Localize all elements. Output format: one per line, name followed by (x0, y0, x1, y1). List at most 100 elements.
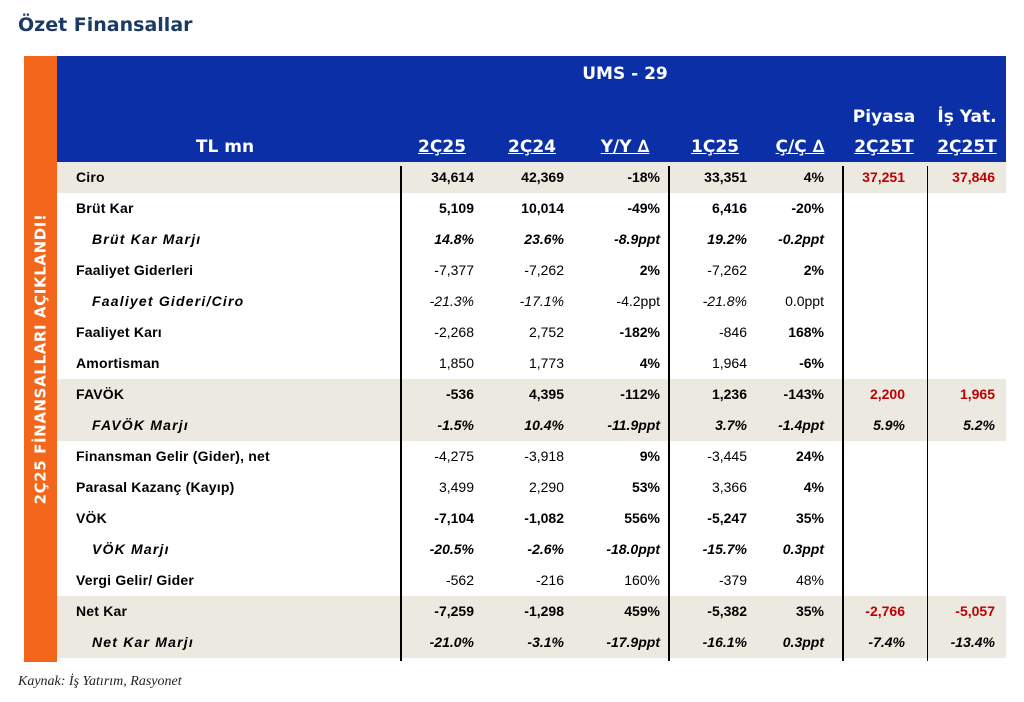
row-value: 35% (795, 603, 824, 619)
table-row: Vergi Gelir/ Gider -562 -216 160% -379 48% (57, 565, 1006, 596)
row-value: -3.1% (527, 634, 564, 650)
piyasa-estimate (825, 348, 905, 379)
row-value: 5,109 (438, 200, 474, 216)
table-row: Faaliyet Giderleri -7,377 -7,262 2% -7,262 2% (57, 255, 1006, 286)
isyat-estimate: -13.4% (950, 634, 995, 650)
piyasa-estimate (825, 224, 905, 255)
row-value: -562 (445, 572, 474, 588)
financials-table: Ciro 34,614 42,369 -18% 33,351 4% 37,251 37,846… (57, 162, 1006, 658)
row-value: 0.0ppt (785, 293, 824, 309)
row-value: -7,262 (524, 262, 564, 278)
row-value: 24% (795, 448, 824, 464)
row-value: 23.6% (524, 231, 564, 247)
header-col-2c25: 2Ç25 (418, 137, 466, 157)
row-value: -2,268 (434, 324, 474, 340)
table-row: Faaliyet Gideri/Ciro -21.3% -17.1% -4.2ppt -… (57, 286, 1006, 317)
source-note: Kaynak: İş Yatırım, Rasyonet (18, 674, 182, 689)
row-label: Brüt Kar (76, 200, 134, 216)
piyasa-estimate: 5.9% (873, 417, 905, 433)
row-value: -3,918 (524, 448, 564, 464)
row-value: -216 (535, 572, 564, 588)
row-value: -7,104 (434, 510, 474, 526)
row-value: -846 (718, 324, 747, 340)
row-value: 10.4% (524, 417, 564, 433)
row-value: 9% (639, 448, 660, 464)
row-label: Parasal Kazanç (Kayıp) (76, 479, 235, 495)
isyat-estimate: 37,846 (952, 169, 995, 185)
row-value: -5,247 (707, 510, 747, 526)
row-value: 0.3ppt (782, 541, 824, 557)
row-label: Faaliyet Gideri/Ciro (92, 293, 245, 309)
row-label: Vergi Gelir/ Gider (76, 572, 194, 588)
piyasa-estimate (825, 534, 905, 565)
row-value: 2% (803, 262, 824, 278)
row-label: FAVÖK (76, 386, 125, 402)
table-row: Finansman Gelir (Gider), net -4,275 -3,918… (57, 441, 1006, 472)
table-row: VÖK -7,104 -1,082 556% -5,247 35% (57, 503, 1006, 534)
row-value: -21.0% (429, 634, 474, 650)
piyasa-estimate (825, 317, 905, 348)
row-value: 3,499 (438, 479, 474, 495)
table-row: Brüt Kar 5,109 10,014 -49% 6,416 -20% (57, 193, 1006, 224)
row-value: -182% (619, 324, 660, 340)
header-col-1c25: 1Ç25 (691, 137, 739, 157)
row-value: -49% (627, 200, 660, 216)
row-value: -5,382 (707, 603, 747, 619)
row-value: -1,298 (524, 603, 564, 619)
row-label: Faaliyet Giderleri (76, 262, 194, 278)
row-value: -4,275 (434, 448, 474, 464)
table-divider (400, 166, 402, 661)
table-row: Amortisman 1,850 1,773 4% 1,964 -6% (57, 348, 1006, 379)
header-piyasa-bottom: 2Ç25T (854, 137, 914, 157)
row-value: -1.5% (437, 417, 474, 433)
row-value: 53% (631, 479, 660, 495)
row-value: -6% (799, 355, 824, 371)
row-value: -20.5% (429, 541, 474, 557)
row-value: 0.3ppt (782, 634, 824, 650)
row-value: 168% (788, 324, 824, 340)
row-value: -0.2ppt (778, 231, 824, 247)
table-header (57, 56, 1006, 162)
row-value: -112% (620, 386, 660, 402)
piyasa-estimate: -7.4% (868, 634, 905, 650)
row-value: 3,366 (711, 479, 747, 495)
row-value: 2,752 (528, 324, 564, 340)
table-row: Faaliyet Karı -2,268 2,752 -182% -846 168% (57, 317, 1006, 348)
header-col-2c24: 2Ç24 (508, 137, 556, 157)
row-value: -7,259 (434, 603, 474, 619)
row-value: 1,850 (438, 355, 474, 371)
row-value: -16.1% (702, 634, 747, 650)
header-unit: TL mn (195, 137, 255, 157)
piyasa-estimate (825, 472, 905, 503)
row-value: -18% (627, 169, 660, 185)
table-divider (842, 166, 844, 661)
table-row: VÖK Marjı -20.5% -2.6% -18.0ppt -15.7% 0.3ppt (57, 534, 1006, 565)
piyasa-estimate: 37,251 (862, 169, 905, 185)
row-value: -8.9ppt (614, 231, 660, 247)
row-value: -1,082 (524, 510, 564, 526)
isyat-estimate: -5,057 (955, 603, 995, 619)
row-value: 34,614 (431, 169, 474, 185)
header-col-yy: Y/Y ∆ (600, 137, 650, 157)
row-label: Net Kar (76, 603, 128, 619)
row-value: 10,014 (521, 200, 564, 216)
row-label: Faaliyet Karı (76, 324, 162, 340)
row-value: 1,964 (711, 355, 747, 371)
table-row: FAVÖK Marjı -1.5% 10.4% -11.9ppt 3.7% -1.4ppt… (57, 410, 1006, 441)
row-value: 1,773 (528, 355, 564, 371)
table-row: Ciro 34,614 42,369 -18% 33,351 4% 37,251 37,846 (57, 162, 1006, 193)
row-value: 556% (624, 510, 660, 526)
table-row: FAVÖK -536 4,395 -112% 1,236 -143% 2,200 1,965 (57, 379, 1006, 410)
piyasa-estimate (825, 286, 905, 317)
row-value: -379 (718, 572, 747, 588)
row-label: Net Kar Marjı (92, 634, 194, 650)
row-value: -15.7% (702, 541, 747, 557)
table-divider (668, 166, 670, 661)
row-value: -21.3% (429, 293, 474, 309)
row-value: 19.2% (707, 231, 747, 247)
table-row: Parasal Kazanç (Kayıp) 3,499 2,290 53% 3,366… (57, 472, 1006, 503)
row-value: 2,290 (528, 479, 564, 495)
row-value: 3.7% (715, 417, 747, 433)
side-banner-label: 2Ç25 FİNANSALLARI AÇIKLANDI! (31, 213, 50, 505)
isyat-estimate: 5.2% (963, 417, 995, 433)
